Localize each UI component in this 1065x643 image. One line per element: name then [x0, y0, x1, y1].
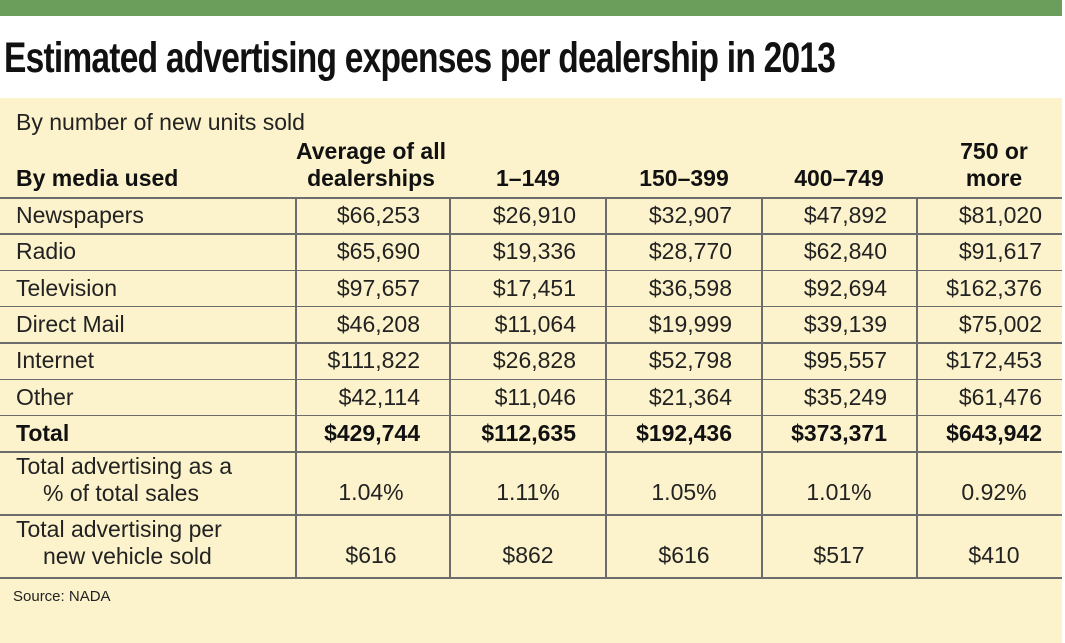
- chart-title: Estimated advertising expenses per deale…: [4, 34, 836, 82]
- table-cell: $35,249: [803, 383, 887, 410]
- source-note: Source: NADA: [13, 588, 111, 605]
- table-cell: $62,840: [803, 238, 887, 265]
- table-cell: $112,635: [481, 419, 576, 446]
- table-cell: $39,139: [803, 310, 887, 337]
- row-divider: [0, 342, 1062, 344]
- table-cell: 1.05%: [651, 479, 717, 505]
- row-label: Total: [16, 419, 70, 446]
- table-row: Internet $111,822 $26,828 $52,798 $95,557 $17…: [0, 342, 1062, 378]
- row-divider: [0, 233, 1062, 235]
- table-row: Total advertising per new vehicle sold $61…: [0, 514, 1062, 577]
- row-label: Direct Mail: [16, 310, 125, 337]
- table-cell: $111,822: [327, 347, 420, 374]
- table-cell: $46,208: [336, 310, 420, 337]
- total-row: Total $429,744 $112,635 $192,436 $373,371 $64…: [0, 415, 1062, 451]
- table-cell: $429,744: [324, 419, 420, 446]
- table-row: Direct Mail $46,208 $11,064 $19,999 $39,139 $…: [0, 306, 1062, 342]
- table-row: Total advertising as a% of total sales 1.…: [0, 451, 1062, 514]
- table-cell: $517: [813, 542, 865, 568]
- table-cell: $47,892: [803, 202, 887, 228]
- table-cell: 1.11%: [496, 479, 560, 505]
- row-label: Internet: [16, 347, 94, 374]
- table-cell: $28,770: [648, 238, 732, 265]
- table-cell: $11,064: [494, 310, 576, 337]
- table-cell: $91,617: [958, 238, 1042, 265]
- column-divider: [449, 197, 451, 577]
- table-cell: $36,598: [648, 274, 732, 301]
- table-cell: 0.92%: [961, 479, 1027, 505]
- table-cell: $95,557: [803, 347, 887, 374]
- row-label: Other: [16, 383, 74, 410]
- table-cell: $162,376: [946, 274, 1042, 301]
- table-cell: $21,364: [648, 383, 732, 410]
- table-cell: $862: [502, 542, 554, 568]
- row-divider: [0, 197, 1062, 199]
- column-header: 1–149: [496, 165, 560, 191]
- table-row: Other $42,114 $11,046 $21,364 $35,249 $61,476: [0, 379, 1062, 415]
- row-label: Radio: [16, 238, 77, 265]
- column-divider: [295, 197, 297, 577]
- table-cell: $643,942: [946, 419, 1042, 446]
- row-divider: [0, 577, 1062, 579]
- table-cell: $19,336: [492, 238, 576, 265]
- column-divider: [761, 197, 763, 577]
- table-cell: $616: [658, 542, 710, 568]
- table-cell: $65,690: [336, 238, 420, 265]
- table-cell: $11,046: [494, 383, 576, 410]
- table-cell: $19,999: [648, 310, 732, 337]
- table-cell: $42,114: [338, 383, 420, 410]
- table-cell: $192,436: [636, 419, 732, 446]
- column-header: 400–749: [794, 165, 884, 191]
- table-cell: 1.01%: [806, 479, 872, 505]
- table-cell: $61,476: [958, 383, 1042, 410]
- table-cell: $92,694: [803, 274, 887, 301]
- table-cell: 1.04%: [338, 479, 404, 505]
- table-row: Television $97,657 $17,451 $36,598 $92,694 $1…: [0, 270, 1062, 306]
- table-cell: $97,657: [336, 274, 420, 301]
- row-divider: [0, 451, 1062, 453]
- row-header-label: By media used: [16, 165, 179, 191]
- row-label: Total advertising as a% of total sales: [16, 453, 233, 506]
- row-label: Total advertising per new vehicle sold: [16, 516, 222, 569]
- top-accent-bar: [0, 0, 1062, 16]
- chart-subtitle: By number of new units sold: [16, 109, 305, 135]
- table-row: Radio $65,690 $19,336 $28,770 $62,840 $91,617: [0, 233, 1062, 269]
- table-cell: $52,798: [648, 347, 732, 374]
- table-panel: [0, 98, 1062, 643]
- row-label: Television: [16, 274, 117, 301]
- table-cell: $66,253: [336, 202, 420, 228]
- column-header: Average of all dealerships: [296, 138, 446, 191]
- table-cell: $32,907: [648, 202, 732, 228]
- table-cell: $81,020: [958, 202, 1042, 228]
- table-row: Newspapers $66,253 $26,910 $32,907 $47,892 $8…: [0, 197, 1062, 233]
- table-cell: $172,453: [946, 347, 1042, 374]
- table-cell: $616: [345, 542, 397, 568]
- table-cell: $26,910: [492, 202, 576, 228]
- row-divider: [0, 514, 1062, 516]
- row-divider: [0, 269, 1062, 272]
- table-cell: $410: [968, 542, 1020, 568]
- table-cell: $75,002: [958, 310, 1042, 337]
- row-divider: [0, 414, 1062, 417]
- table-cell: $26,828: [492, 347, 576, 374]
- row-divider: [0, 378, 1062, 380]
- row-divider: [0, 305, 1062, 308]
- row-label: Newspapers: [16, 202, 144, 228]
- table-cell: $373,371: [791, 419, 887, 446]
- column-header: 150–399: [639, 165, 729, 191]
- column-divider: [605, 197, 607, 577]
- column-header: 750 or more: [960, 138, 1028, 191]
- table-cell: $17,451: [492, 274, 576, 301]
- column-divider: [916, 197, 918, 577]
